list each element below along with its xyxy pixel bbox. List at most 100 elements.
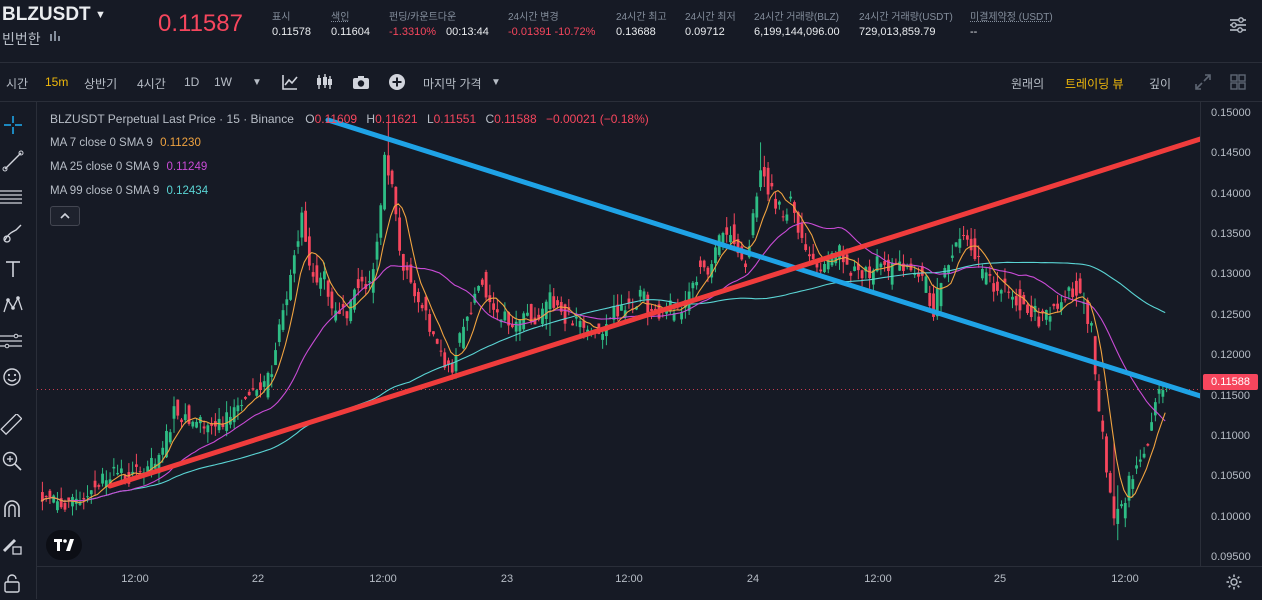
symbol-subtitle: 빈번한 xyxy=(2,31,41,47)
candle-body xyxy=(902,263,905,271)
stat-value-24h-low: 0.09712 xyxy=(685,26,725,38)
candle-body xyxy=(424,296,428,311)
candle-body xyxy=(781,216,785,218)
candle-body xyxy=(390,170,394,185)
candle-body xyxy=(962,234,965,236)
ma7-legend[interactable]: MA 7 close 0 SMA 9 0.11230 xyxy=(50,137,201,149)
candle-body xyxy=(988,274,992,276)
candle-body xyxy=(789,196,793,199)
candle-body xyxy=(849,272,853,276)
stat-label-index[interactable]: 색인 xyxy=(331,12,350,23)
symbol-name[interactable]: BLZUSDT xyxy=(2,4,91,25)
ohlc-close-label: C xyxy=(485,112,495,126)
lock-drawing-icon[interactable] xyxy=(1,534,23,556)
interval-half[interactable]: 상반기 xyxy=(84,77,118,91)
view-depth[interactable]: 깊이 xyxy=(1149,77,1172,91)
ma99-label: MA 99 close 0 SMA 9 xyxy=(50,185,160,197)
chevron-down-icon[interactable]: ▼ xyxy=(95,9,106,21)
stat-label-volume-blz: 24시간 거래량(BLZ) xyxy=(754,12,839,23)
ruler-icon[interactable] xyxy=(0,414,22,436)
ohlc-open-label: O xyxy=(305,112,315,126)
candle-body xyxy=(462,326,465,349)
price-axis[interactable]: 0.15000 0.14500 0.14000 0.13500 0.13000 0.125… xyxy=(1200,102,1262,566)
candlestick-icon[interactable] xyxy=(315,73,333,91)
collapse-legend-button[interactable] xyxy=(50,206,80,226)
view-tradingview[interactable]: 트레이딩 뷰 xyxy=(1065,77,1124,91)
price-chart[interactable] xyxy=(37,102,1200,566)
interval-time[interactable]: 시간 xyxy=(6,77,29,91)
fullscreen-icon[interactable] xyxy=(1194,73,1212,91)
trendline-icon[interactable] xyxy=(2,150,24,172)
time-axis[interactable]: 12:00 22 12:00 23 12:00 24 12:00 25 12:00 xyxy=(37,566,1262,600)
interval-1w[interactable]: 1W xyxy=(214,75,232,89)
candle-body xyxy=(1056,303,1059,309)
candle-body xyxy=(969,238,973,251)
candle-body xyxy=(285,299,289,306)
ma25-legend[interactable]: MA 25 close 0 SMA 9 0.11249 xyxy=(50,161,207,173)
drawing-tools-panel xyxy=(0,102,37,599)
horizontal-lines-icon[interactable] xyxy=(0,186,22,208)
candle-body xyxy=(394,186,398,215)
zoom-in-icon[interactable] xyxy=(1,450,23,472)
interval-1d[interactable]: 1D xyxy=(184,75,200,89)
stat-label-open-interest[interactable]: 미결제약정 (USDT) xyxy=(970,12,1053,23)
ma7-label: MA 7 close 0 SMA 9 xyxy=(50,137,153,149)
candle-body xyxy=(823,264,826,273)
magnet-icon[interactable] xyxy=(1,498,23,520)
add-circle-icon[interactable] xyxy=(388,73,406,91)
candle-body xyxy=(1048,316,1052,322)
interval-dropdown-icon[interactable]: ▼ xyxy=(252,77,262,88)
interval-4h[interactable]: 4시간 xyxy=(137,77,166,91)
candle-body xyxy=(180,419,183,423)
candle-body xyxy=(1146,444,1150,446)
candle-body xyxy=(1131,479,1135,489)
price-type-select[interactable]: 마지막 가격 xyxy=(423,77,482,91)
settings-sliders-icon[interactable] xyxy=(1228,15,1248,35)
candle-body xyxy=(1044,310,1048,320)
candle-body xyxy=(1116,508,1120,524)
stat-value-funding: -1.3310% xyxy=(389,26,437,38)
price-tick-label: 0.12000 xyxy=(1211,349,1251,362)
candle-body xyxy=(319,277,323,289)
brush-icon[interactable] xyxy=(2,222,24,244)
ma99-legend[interactable]: MA 99 close 0 SMA 9 0.12434 xyxy=(50,185,208,197)
candle-body xyxy=(879,263,883,268)
ohlc-high-label: H xyxy=(366,112,376,126)
price-tick-label: 0.10500 xyxy=(1211,470,1251,483)
candle-body xyxy=(338,310,341,314)
candle-body xyxy=(495,309,499,313)
indicator-chart-icon[interactable] xyxy=(281,73,299,91)
chart-title: BLZUSDT Perpetual Last Price · 15 · Bina… xyxy=(50,112,294,126)
gear-icon[interactable] xyxy=(1225,573,1243,591)
tradingview-logo[interactable] xyxy=(46,530,82,560)
chevron-up-icon xyxy=(60,212,70,219)
candle-body xyxy=(996,281,999,291)
candle-body xyxy=(518,319,522,332)
candle-body xyxy=(1059,302,1063,311)
candle-body xyxy=(804,244,808,251)
candle-body xyxy=(281,310,285,330)
text-icon[interactable] xyxy=(2,258,24,280)
emoji-icon[interactable] xyxy=(1,366,23,388)
grid-layout-icon[interactable] xyxy=(1229,73,1247,91)
price-tick-label: 0.11500 xyxy=(1211,389,1250,402)
candle-body xyxy=(146,466,150,473)
candle-body xyxy=(830,252,834,266)
price-type-dropdown-icon[interactable]: ▼ xyxy=(491,77,501,88)
price-tick-label: 0.09500 xyxy=(1211,550,1251,563)
candle-body xyxy=(1112,496,1116,519)
camera-icon[interactable] xyxy=(352,73,370,91)
pattern-icon[interactable] xyxy=(2,294,24,316)
candle-body xyxy=(860,270,864,279)
crosshair-icon[interactable] xyxy=(2,114,24,136)
lock-icon[interactable] xyxy=(1,572,23,594)
interval-15m[interactable]: 15m xyxy=(45,75,69,89)
candle-body xyxy=(443,352,447,368)
candle-body xyxy=(939,283,943,307)
view-original[interactable]: 원래의 xyxy=(1011,77,1045,91)
candle-body xyxy=(770,182,774,187)
candle-body xyxy=(266,372,270,398)
candle-body xyxy=(623,310,627,318)
prediction-icon[interactable] xyxy=(0,330,22,352)
candle-body xyxy=(1037,316,1041,327)
